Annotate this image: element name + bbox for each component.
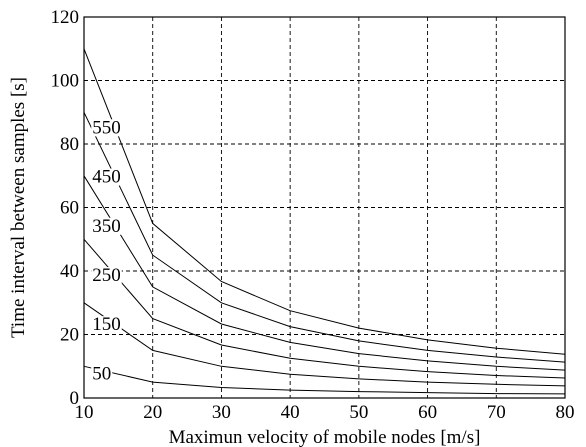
series-label-50: 50 <box>92 363 111 384</box>
y-tick-label: 60 <box>60 198 79 219</box>
x-tick-label: 10 <box>75 402 94 423</box>
series-label-background <box>91 316 122 334</box>
x-tick-label: 40 <box>281 402 300 423</box>
series-line-50 <box>83 365 566 395</box>
series-label-background <box>91 365 113 383</box>
x-tick-label: 70 <box>487 402 506 423</box>
y-tick-label: 20 <box>60 325 79 346</box>
y-tick-label: 80 <box>60 134 79 155</box>
series-lines <box>83 48 566 395</box>
y-tick-label: 0 <box>70 388 80 409</box>
x-tick-label: 20 <box>143 402 162 423</box>
series-line-250 <box>83 238 566 379</box>
x-axis-label: Maximun velocity of mobile nodes [m/s] <box>169 427 481 447</box>
y-tick-label: 100 <box>51 71 80 92</box>
x-tick-label: 60 <box>418 402 437 423</box>
series-label-background <box>91 119 122 137</box>
series-label-550: 550 <box>92 117 121 138</box>
series-label-250: 250 <box>92 265 121 286</box>
series-labels: 550 450 350 250 150 50 <box>91 117 122 384</box>
series-line-450 <box>83 112 566 363</box>
series-line-350 <box>83 175 566 371</box>
y-tick-label: 40 <box>60 261 79 282</box>
series-label-background <box>91 266 122 284</box>
series-label-background <box>91 217 122 235</box>
series-label-150: 150 <box>92 314 121 335</box>
plot-frame <box>83 16 566 399</box>
grid-lines <box>84 17 565 398</box>
tick-labels: 10 20 30 40 50 60 70 80 0 20 40 60 80 100 120 <box>51 7 575 423</box>
series-label-350: 350 <box>92 216 121 237</box>
series-label-background <box>91 168 122 186</box>
x-tick-label: 50 <box>349 402 368 423</box>
x-tick-label: 30 <box>212 402 231 423</box>
y-axis-label: Time interval between samples [s] <box>8 77 29 338</box>
y-tick-label: 120 <box>51 7 80 28</box>
series-line-150 <box>83 302 566 387</box>
series-line-550 <box>83 48 566 355</box>
series-label-450: 450 <box>92 167 121 188</box>
x-tick-label: 80 <box>556 402 575 423</box>
